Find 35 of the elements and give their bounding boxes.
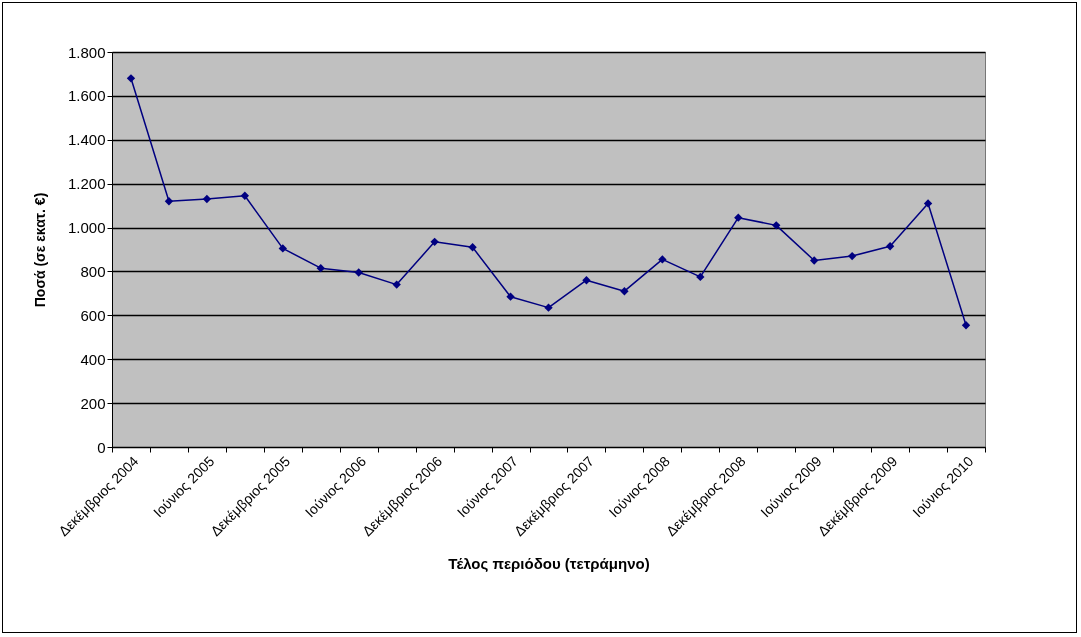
point xyxy=(202,194,212,204)
point xyxy=(810,256,819,265)
point xyxy=(430,237,439,246)
point xyxy=(772,221,781,230)
point xyxy=(164,197,174,206)
point xyxy=(126,74,136,83)
point xyxy=(734,213,743,222)
point xyxy=(658,255,667,264)
x-axis-title: Τέλος περιόδου (τετράμηνο) xyxy=(448,555,650,573)
point xyxy=(316,263,325,273)
y-tick-label: 400 xyxy=(80,350,106,368)
point xyxy=(278,244,287,253)
point xyxy=(468,243,477,252)
y-tick-label: 800 xyxy=(80,262,106,280)
y-tick-label: 1.200 xyxy=(67,175,106,193)
point xyxy=(582,276,591,285)
y-tick-label: 0 xyxy=(97,438,106,456)
point xyxy=(961,321,971,330)
y-tick-label: 600 xyxy=(80,306,106,324)
point xyxy=(544,303,553,312)
y-tick-label: 1.000 xyxy=(67,219,106,237)
y-tick-label: 1.800 xyxy=(67,43,106,61)
y-tick-label: 1.400 xyxy=(67,131,106,149)
point xyxy=(392,280,401,289)
point xyxy=(885,242,895,251)
point xyxy=(354,268,363,277)
point xyxy=(240,191,250,200)
point xyxy=(696,272,705,282)
y-tick-label: 1.600 xyxy=(67,87,106,105)
point xyxy=(847,251,857,261)
point xyxy=(620,287,629,296)
y-tick-label: 200 xyxy=(80,394,106,412)
y-axis-title: Ποσά (σε εκατ. €) xyxy=(31,192,48,308)
point xyxy=(506,292,515,301)
point xyxy=(923,199,933,208)
